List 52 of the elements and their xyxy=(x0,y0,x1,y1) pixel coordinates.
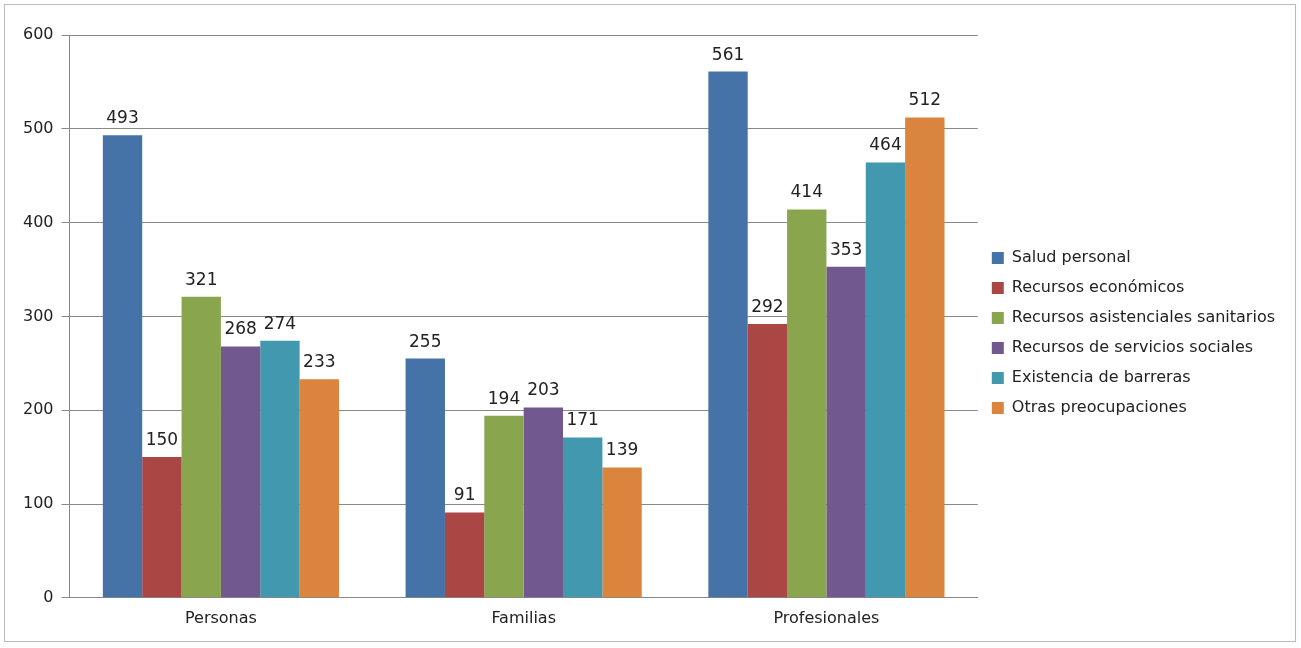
data-label: 150 xyxy=(145,429,179,450)
bar xyxy=(299,379,339,598)
data-label: 321 xyxy=(185,268,218,289)
bar xyxy=(787,209,827,598)
data-label: 292 xyxy=(751,295,784,316)
legend-label: Otras preocupaciones xyxy=(1011,397,1187,417)
data-label: 464 xyxy=(869,134,902,155)
data-label: 512 xyxy=(908,89,942,110)
data-label: 493 xyxy=(106,107,139,128)
legend-label: Existencia de barreras xyxy=(1011,367,1191,387)
x-tick-label: Profesionales xyxy=(773,607,880,627)
legend-label: Recursos económicos xyxy=(1011,277,1185,297)
y-tick-label: 600 xyxy=(22,24,54,44)
bar xyxy=(484,415,524,598)
bar xyxy=(747,323,788,598)
legend-label: Salud personal xyxy=(1011,247,1131,267)
data-label: 353 xyxy=(829,238,863,259)
data-label: 233 xyxy=(303,351,336,372)
y-tick-label: 100 xyxy=(22,493,54,513)
bar xyxy=(826,266,866,598)
data-label: 91 xyxy=(453,484,476,505)
legend-label: Recursos asistenciales sanitarios xyxy=(1011,307,1276,327)
y-tick-label: 400 xyxy=(22,211,54,231)
bar xyxy=(523,407,564,598)
x-tick-label: Familias xyxy=(491,607,556,627)
data-label: 139 xyxy=(605,439,639,460)
y-tick-label: 0 xyxy=(43,586,54,606)
y-tick-label: 200 xyxy=(22,399,54,419)
y-tick-label: 500 xyxy=(22,117,54,137)
bar xyxy=(563,437,603,598)
bar xyxy=(602,467,642,598)
data-label: 171 xyxy=(566,409,599,430)
bar xyxy=(102,135,143,598)
bar xyxy=(181,296,221,598)
bar xyxy=(905,117,945,598)
data-label: 274 xyxy=(263,312,297,333)
y-tick-label: 300 xyxy=(22,305,54,325)
data-label: 194 xyxy=(487,387,521,408)
bar xyxy=(220,346,261,598)
legend-label: Recursos de servicios sociales xyxy=(1011,337,1254,357)
data-label: 561 xyxy=(711,43,745,64)
data-label: 414 xyxy=(790,181,823,202)
data-label: 268 xyxy=(224,318,257,339)
x-tick-label: Personas xyxy=(184,607,257,627)
bar xyxy=(444,512,485,598)
bar xyxy=(405,358,445,598)
bar xyxy=(865,162,906,598)
bar xyxy=(708,71,748,598)
data-label: 203 xyxy=(527,379,560,400)
data-label: 255 xyxy=(409,330,442,351)
bar xyxy=(260,340,300,598)
bar xyxy=(142,457,182,598)
